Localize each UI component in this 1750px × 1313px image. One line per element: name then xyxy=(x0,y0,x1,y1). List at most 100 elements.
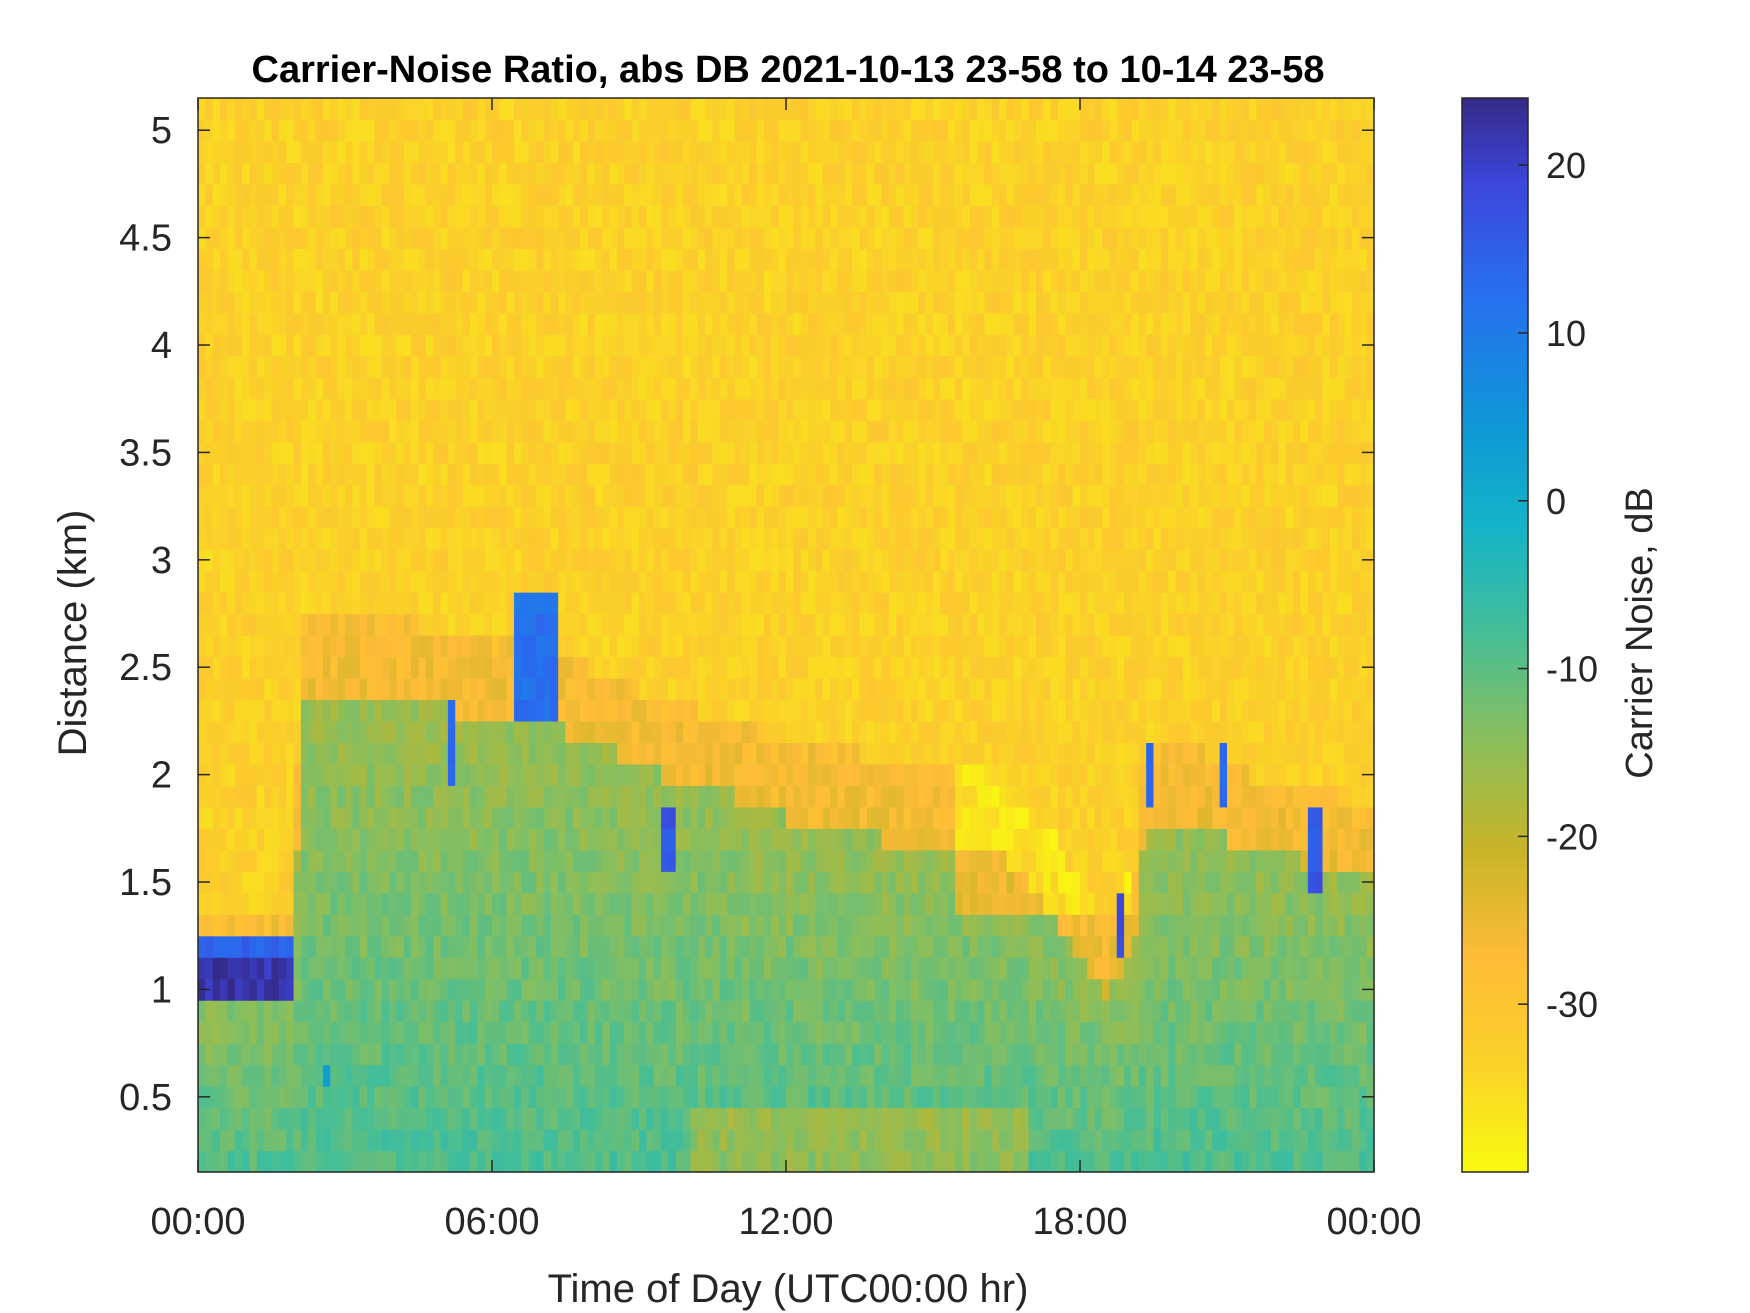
heatmap-cell xyxy=(330,441,339,464)
heatmap-cell xyxy=(286,785,295,808)
heatmap-cell xyxy=(690,463,699,486)
heatmap-cell xyxy=(822,1064,831,1087)
heatmap-cell xyxy=(536,677,545,701)
heatmap-cell xyxy=(786,635,794,658)
heatmap-cell xyxy=(447,506,456,529)
heatmap-cell xyxy=(425,398,434,421)
heatmap-cell xyxy=(352,334,361,357)
heatmap-cell xyxy=(859,1107,868,1130)
heatmap-cell xyxy=(888,291,897,314)
heatmap-cell xyxy=(587,98,596,121)
heatmap-cell xyxy=(616,484,625,507)
heatmap-cell xyxy=(521,570,530,593)
heatmap-cell xyxy=(675,1021,684,1044)
heatmap-cell xyxy=(646,1129,655,1152)
heatmap-cell xyxy=(565,269,574,292)
heatmap-cell xyxy=(749,570,758,593)
heatmap-cell xyxy=(352,377,361,400)
heatmap-cell xyxy=(528,441,537,464)
heatmap-cell xyxy=(594,248,603,271)
heatmap-cell xyxy=(646,570,655,593)
heatmap-cell xyxy=(624,441,633,464)
heatmap-cell xyxy=(697,892,706,915)
heatmap-cell xyxy=(293,1107,302,1130)
heatmap-cell xyxy=(837,291,846,314)
heatmap-cell xyxy=(616,914,625,937)
heatmap-cell xyxy=(433,398,442,421)
heatmap-cell xyxy=(337,828,346,851)
heatmap-cell xyxy=(653,205,662,228)
heatmap-cell xyxy=(499,420,508,443)
heatmap-cell xyxy=(536,1129,545,1152)
heatmap-cell xyxy=(300,892,309,915)
heatmap-cell xyxy=(749,291,758,314)
heatmap-cell xyxy=(616,806,625,829)
heatmap-cell xyxy=(572,269,581,292)
heatmap-cell xyxy=(690,312,699,335)
heatmap-cell xyxy=(403,656,412,679)
heatmap-cell xyxy=(918,140,927,164)
heatmap-cell xyxy=(800,549,809,572)
heatmap-cell xyxy=(367,785,375,808)
heatmap-cell xyxy=(550,140,559,164)
heatmap-cell xyxy=(220,355,228,378)
heatmap-cell xyxy=(220,742,228,765)
heatmap-cell xyxy=(822,806,831,829)
heatmap-cell xyxy=(712,1021,721,1044)
heatmap-cell xyxy=(800,140,809,164)
heatmap-cell xyxy=(411,849,420,872)
heatmap-cell xyxy=(345,935,353,958)
heatmap-cell xyxy=(609,226,618,249)
heatmap-cell xyxy=(815,570,824,593)
heatmap-cell xyxy=(697,441,706,464)
heatmap-cell xyxy=(727,506,736,529)
heatmap-cell xyxy=(668,892,677,915)
heatmap-cell xyxy=(852,463,861,486)
heatmap-cell xyxy=(741,570,750,593)
heatmap-cell xyxy=(815,742,824,765)
heatmap-cell xyxy=(514,892,522,915)
heatmap-cell xyxy=(624,183,633,206)
heatmap-cell xyxy=(903,763,912,786)
heatmap-cell xyxy=(271,957,280,980)
heatmap-cell xyxy=(411,1000,420,1023)
heatmap-cell xyxy=(242,613,251,636)
heatmap-cell xyxy=(374,763,383,786)
heatmap-cell xyxy=(411,226,420,249)
heatmap-cell xyxy=(565,806,574,829)
heatmap-cell xyxy=(396,763,405,786)
heatmap-cell xyxy=(661,914,669,937)
heatmap-cell xyxy=(477,183,486,206)
heatmap-cell xyxy=(345,914,353,937)
heatmap-cell xyxy=(249,677,258,701)
heatmap-cell xyxy=(837,463,846,486)
heatmap-cell xyxy=(352,613,361,636)
heatmap-cell xyxy=(631,1150,640,1173)
heatmap-cell xyxy=(367,806,375,829)
heatmap-cell xyxy=(616,312,625,335)
heatmap-cell xyxy=(543,742,552,765)
heatmap-cell xyxy=(830,1107,839,1130)
heatmap-cell xyxy=(910,398,919,421)
heatmap-cell xyxy=(484,484,493,507)
heatmap-cell xyxy=(763,677,772,701)
heatmap-cell xyxy=(381,377,390,400)
heatmap-cell xyxy=(668,763,677,786)
heatmap-cell xyxy=(543,570,552,593)
heatmap-cell xyxy=(896,377,905,400)
heatmap-cell xyxy=(602,205,611,228)
heatmap-cell xyxy=(609,763,618,786)
heatmap-cell xyxy=(866,420,875,443)
heatmap-cell xyxy=(741,248,750,271)
heatmap-cell xyxy=(462,398,471,421)
heatmap-cell xyxy=(440,763,449,786)
heatmap-cell xyxy=(609,463,618,486)
heatmap-cell xyxy=(572,871,581,894)
heatmap-cell xyxy=(484,291,493,314)
heatmap-cell xyxy=(778,592,787,615)
heatmap-cell xyxy=(558,935,567,958)
heatmap-cell xyxy=(286,635,295,658)
heatmap-cell xyxy=(881,1150,890,1173)
heatmap-cell xyxy=(440,291,449,314)
heatmap-cell xyxy=(786,140,794,164)
